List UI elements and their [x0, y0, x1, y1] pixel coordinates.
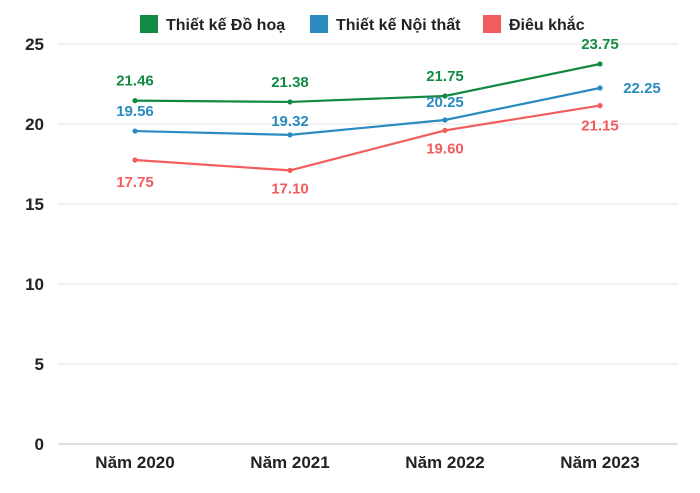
- legend-item: Thiết kế Nội thất: [310, 15, 461, 34]
- data-point: [287, 132, 293, 138]
- legend-label: Thiết kế Nội thất: [336, 17, 461, 34]
- data-point: [132, 128, 138, 134]
- data-label: 19.56: [116, 103, 154, 120]
- data-label: 21.38: [271, 74, 309, 91]
- data-label-layer: 21.46 21.38 21.75 23.75 19.56 19.32 20.25 22.25…: [116, 36, 661, 197]
- y-tick-label: 0: [35, 435, 44, 454]
- data-point: [597, 103, 603, 109]
- data-label: 21.46: [116, 73, 154, 90]
- legend-item: Điêu khắc: [483, 15, 585, 34]
- series-line: [134, 104, 601, 172]
- data-label: 19.32: [271, 113, 309, 130]
- data-label: 20.25: [426, 94, 464, 111]
- data-label: 21.75: [426, 68, 464, 85]
- x-tick-label: Năm 2020: [95, 453, 174, 472]
- series-line: [134, 62, 601, 104]
- y-tick-label: 20: [25, 115, 44, 134]
- data-point: [132, 157, 138, 163]
- data-point: [287, 167, 293, 173]
- grid-layer: [58, 43, 678, 445]
- data-label: 23.75: [581, 36, 619, 53]
- axis-layer: 0 5 10 15 20 25 Năm 2020 Năm 2021 Năm 2022 Năm 20…: [25, 35, 640, 472]
- x-tick-label: Năm 2021: [250, 453, 329, 472]
- legend-swatch: [310, 15, 328, 33]
- x-tick-label: Năm 2022: [405, 453, 484, 472]
- data-label: 17.75: [116, 174, 154, 191]
- y-tick-label: 5: [35, 355, 44, 374]
- legend-swatch: [483, 15, 501, 33]
- data-point: [442, 117, 448, 123]
- data-point: [442, 93, 448, 99]
- legend: Thiết kế Đồ hoạ Thiết kế Nội thất Điêu khắ…: [140, 15, 585, 34]
- data-label: 17.10: [271, 180, 309, 197]
- legend-swatch: [140, 15, 158, 33]
- y-tick-label: 25: [25, 35, 44, 54]
- legend-label: Thiết kế Đồ hoạ: [166, 17, 285, 34]
- data-point: [597, 85, 603, 91]
- data-label: 19.60: [426, 140, 464, 157]
- x-tick-label: Năm 2023: [560, 453, 639, 472]
- series-layer: [132, 61, 603, 173]
- data-label: 21.15: [581, 118, 619, 135]
- data-point: [132, 98, 138, 104]
- data-point: [287, 99, 293, 105]
- legend-item: Thiết kế Đồ hoạ: [140, 15, 285, 34]
- series-line: [134, 86, 601, 136]
- y-tick-label: 10: [25, 275, 44, 294]
- data-point: [597, 61, 603, 67]
- data-label: 22.25: [623, 80, 661, 97]
- y-tick-label: 15: [25, 195, 44, 214]
- data-point: [442, 127, 448, 133]
- legend-label: Điêu khắc: [509, 15, 585, 34]
